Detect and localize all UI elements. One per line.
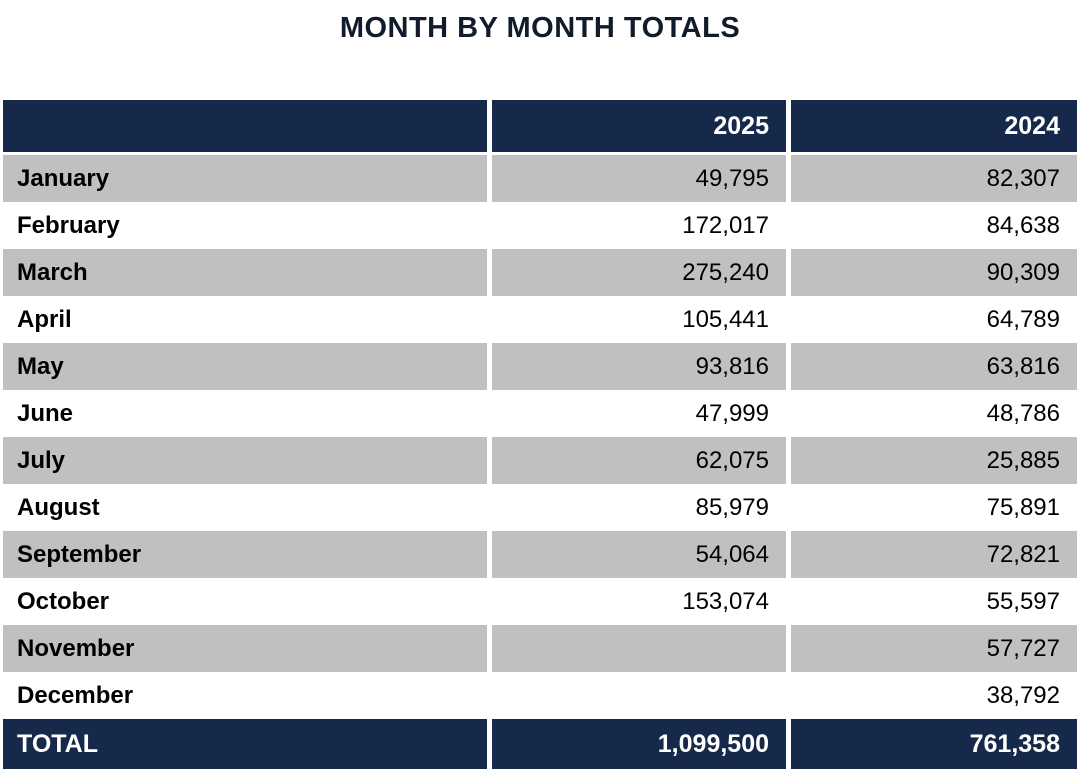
month-label: December xyxy=(3,672,487,719)
value-2024: 64,789 xyxy=(791,296,1077,343)
table-row: December 38,792 xyxy=(3,672,1077,719)
value-2024: 48,786 xyxy=(791,390,1077,437)
value-2025: 93,816 xyxy=(492,343,786,390)
value-2025: 172,017 xyxy=(492,202,786,249)
value-2025 xyxy=(492,625,786,672)
table-row: September 54,064 72,821 xyxy=(3,531,1077,578)
value-2024: 38,792 xyxy=(791,672,1077,719)
table-row: May 93,816 63,816 xyxy=(3,343,1077,390)
value-2025: 62,075 xyxy=(492,437,786,484)
page-title: MONTH BY MONTH TOTALS xyxy=(339,12,741,44)
value-2024: 55,597 xyxy=(791,578,1077,625)
value-2024: 82,307 xyxy=(791,155,1077,202)
table-row: June 47,999 48,786 xyxy=(3,390,1077,437)
month-label: October xyxy=(3,578,487,625)
total-value-2024: 761,358 xyxy=(791,719,1077,769)
table-row: October 153,074 55,597 xyxy=(3,578,1077,625)
value-2025: 85,979 xyxy=(492,484,786,531)
value-2025: 49,795 xyxy=(492,155,786,202)
table-row: July 62,075 25,885 xyxy=(3,437,1077,484)
value-2024: 63,816 xyxy=(791,343,1077,390)
month-label: June xyxy=(3,390,487,437)
value-2025: 105,441 xyxy=(492,296,786,343)
month-label: May xyxy=(3,343,487,390)
month-label: March xyxy=(3,249,487,296)
total-label: TOTAL xyxy=(3,719,487,769)
table-row: March 275,240 90,309 xyxy=(3,249,1077,296)
table-row: August 85,979 75,891 xyxy=(3,484,1077,531)
value-2024: 25,885 xyxy=(791,437,1077,484)
table-row: January 49,795 82,307 xyxy=(3,155,1077,202)
header-cell-2025: 2025 xyxy=(492,100,786,152)
table-row: February 172,017 84,638 xyxy=(3,202,1077,249)
table-row: April 105,441 64,789 xyxy=(3,296,1077,343)
value-2025: 54,064 xyxy=(492,531,786,578)
table-total-row: TOTAL 1,099,500 761,358 xyxy=(3,719,1077,769)
value-2024: 72,821 xyxy=(791,531,1077,578)
month-label: April xyxy=(3,296,487,343)
value-2025: 275,240 xyxy=(492,249,786,296)
header-cell-month xyxy=(3,100,487,152)
month-label: January xyxy=(3,155,487,202)
value-2024: 90,309 xyxy=(791,249,1077,296)
month-label: November xyxy=(3,625,487,672)
month-label: September xyxy=(3,531,487,578)
value-2025: 153,074 xyxy=(492,578,786,625)
month-totals-table: 2025 2024 January 49,795 82,307 February 172… xyxy=(3,100,1077,769)
value-2024: 57,727 xyxy=(791,625,1077,672)
table-body: January 49,795 82,307 February 172,017 84,638… xyxy=(3,155,1077,719)
month-label: July xyxy=(3,437,487,484)
table-row: November 57,727 xyxy=(3,625,1077,672)
total-value-2025: 1,099,500 xyxy=(492,719,786,769)
month-label: August xyxy=(3,484,487,531)
value-2025: 47,999 xyxy=(492,390,786,437)
header-cell-2024: 2024 xyxy=(791,100,1077,152)
value-2024: 75,891 xyxy=(791,484,1077,531)
value-2024: 84,638 xyxy=(791,202,1077,249)
value-2025 xyxy=(492,672,786,719)
month-label: February xyxy=(3,202,487,249)
table-header-row: 2025 2024 xyxy=(3,100,1077,152)
